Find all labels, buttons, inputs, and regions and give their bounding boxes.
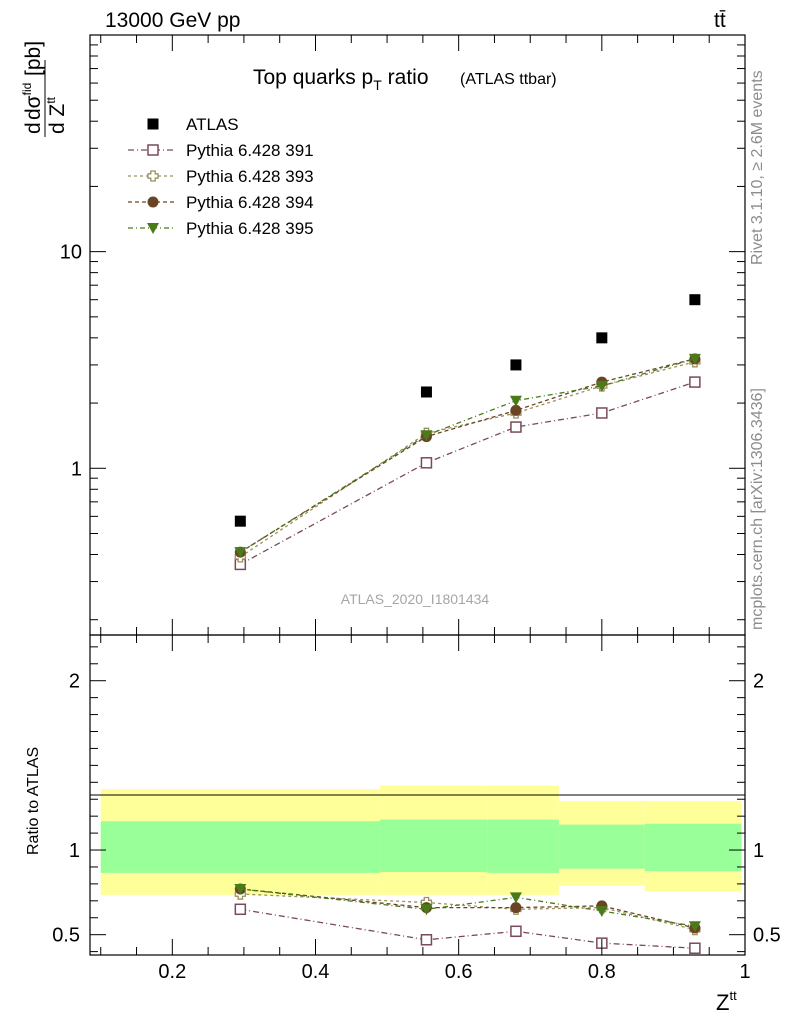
- ratio-y-tick-label-left: 2: [69, 671, 80, 693]
- legend-label: Pythia 6.428 393: [186, 167, 314, 186]
- series-point: [420, 457, 433, 469]
- series-point: [420, 430, 433, 442]
- ratio-point: [234, 883, 247, 895]
- ratio-point: [688, 921, 701, 933]
- main-plot-panel: 1 10 Top quarks pT ratio (ATLAS ttbar) AT…: [20, 34, 746, 636]
- main-y-tick-label: 1: [71, 458, 82, 480]
- main-y-axis: 1 10: [60, 44, 745, 621]
- ratio-point: [689, 942, 701, 954]
- ratio-y-axis: 0.5 0.5 1 1 2 2: [52, 646, 781, 953]
- x-axis-label: Ztt: [716, 988, 737, 1015]
- series-point: [689, 376, 701, 388]
- series-line: [239, 381, 696, 565]
- main-y-tick-label: 10: [60, 242, 82, 264]
- ratio-point: [234, 903, 247, 916]
- series-point: [509, 395, 522, 407]
- ratio-point: [595, 905, 608, 917]
- legend-marker: [147, 170, 159, 182]
- series-point: [234, 547, 247, 559]
- mcplots-note: mcplots.cern.ch [arXiv:1306.3436]: [749, 388, 766, 630]
- series-point: [595, 380, 608, 392]
- atlas-point: [420, 386, 432, 398]
- ylabel-denominator: d Ztt: [44, 96, 69, 134]
- ratio-y-tick-label-left: 1: [69, 840, 80, 862]
- ratio-y-tick-label-right: 1: [753, 840, 764, 862]
- atlas-point: [510, 359, 522, 371]
- band-green: [379, 819, 488, 873]
- ratio-point: [510, 902, 522, 914]
- ratio-plot-panel: 0.5 0.51 12 2 0.2 0.4 0.6 0.8 1 Ratio to ATLAS …: [25, 35, 781, 1015]
- ratio-point: [509, 892, 522, 904]
- band-green: [100, 821, 380, 873]
- band-green: [644, 823, 742, 872]
- main-series-group: [234, 353, 701, 571]
- legend-marker: [147, 223, 159, 234]
- band-green: [487, 819, 559, 873]
- rivet-note: Rivet 3.1.10, ≥ 2.6M events: [749, 70, 766, 265]
- ratio-y-tick-label-right: 0.5: [753, 925, 781, 947]
- atlas-point: [596, 332, 608, 344]
- x-tick-label: 0.4: [302, 961, 330, 983]
- legend-label: Pythia 6.428 394: [186, 193, 314, 212]
- legend-label: Pythia 6.428 391: [186, 141, 314, 160]
- band-green: [558, 824, 645, 869]
- chart-title-small: (ATLAS ttbar): [460, 71, 557, 88]
- ratio-y-tick-label-left: 0.5: [52, 925, 80, 947]
- x-tick-label: 0.2: [158, 961, 186, 983]
- ratio-line: [240, 908, 695, 949]
- x-axis: 0.2 0.4 0.6 0.8 1: [100, 35, 751, 983]
- atlas-data-points: [234, 294, 701, 527]
- ylabel-unit: [pb]: [22, 41, 45, 76]
- series-point: [688, 353, 701, 365]
- series-point: [510, 404, 522, 416]
- legend-marker-atlas: [147, 118, 159, 130]
- ratio-point: [510, 925, 522, 938]
- series-line: [239, 358, 696, 553]
- legend: ATLAS Pythia 6.428 391 Pythia 6.428 393 Pyt…: [128, 115, 314, 238]
- uncertainty-bands: [100, 785, 742, 895]
- ratio-y-tick-label-right: 2: [753, 671, 764, 693]
- legend-marker: [147, 196, 159, 208]
- ylabel-numerator: dσfid: [20, 83, 45, 120]
- process-label: tt̄: [714, 9, 726, 32]
- ylabel-d: d: [22, 122, 45, 134]
- legend-marker: [147, 144, 159, 156]
- series-point: [510, 421, 522, 433]
- legend-label-atlas: ATLAS: [186, 115, 239, 134]
- ratio-y-axis-label: Ratio to ATLAS: [25, 747, 42, 855]
- ratio-point: [420, 904, 433, 916]
- series-line: [239, 361, 696, 558]
- ratio-point: [420, 934, 433, 946]
- legend-label: Pythia 6.428 395: [186, 219, 314, 238]
- analysis-watermark: ATLAS_2020_I1801434: [341, 591, 490, 607]
- ratio-frame: [89, 634, 746, 956]
- series-line: [239, 358, 696, 553]
- x-tick-label: 1: [739, 961, 750, 983]
- x-tick-label: 0.8: [588, 961, 616, 983]
- x-tick-label: 0.6: [445, 961, 473, 983]
- chart-title: Top quarks pT ratio: [253, 66, 429, 93]
- main-y-axis-label: d dσfid d Ztt [pb]: [20, 41, 69, 137]
- title-subscript: T: [373, 77, 382, 93]
- atlas-point: [234, 515, 246, 527]
- series-point: [596, 407, 608, 419]
- atlas-point: [689, 294, 701, 306]
- energy-label: 13000 GeV pp: [105, 9, 240, 32]
